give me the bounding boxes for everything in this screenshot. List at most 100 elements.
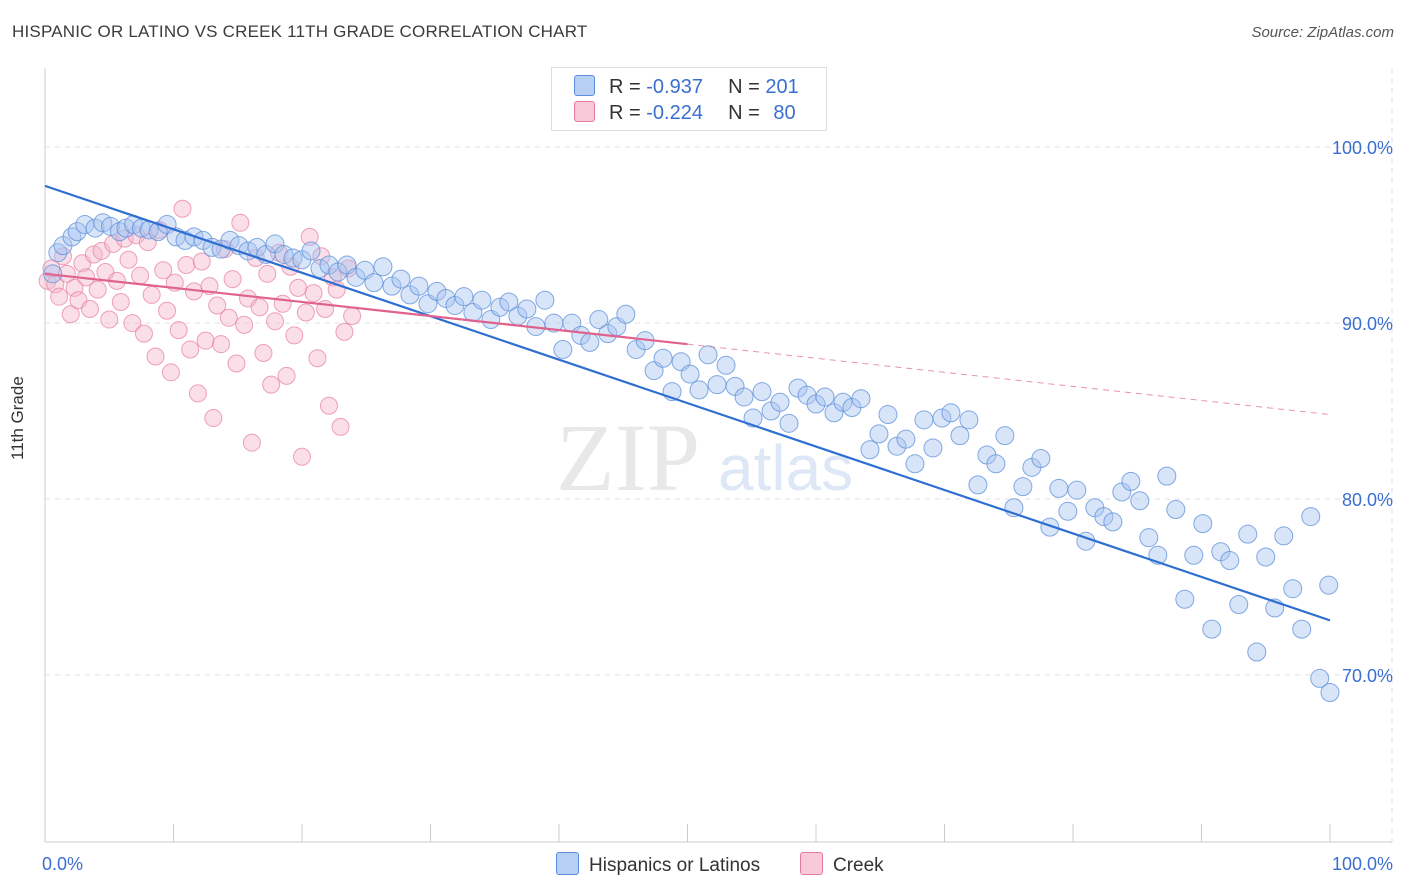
r-value: -0.224 bbox=[646, 102, 703, 124]
creek-point bbox=[92, 241, 111, 260]
hispanic-point bbox=[680, 364, 700, 384]
hispanic-point bbox=[517, 299, 537, 319]
source-label: Source: ZipAtlas.com bbox=[1251, 24, 1394, 41]
creek-point bbox=[273, 294, 292, 313]
hispanic-point bbox=[941, 403, 961, 423]
creek-point bbox=[258, 264, 277, 283]
hispanic-trend-line bbox=[44, 184, 1331, 622]
creek-point bbox=[235, 315, 254, 334]
creek-point bbox=[231, 213, 250, 232]
hispanic-point bbox=[1175, 589, 1195, 609]
creek-point bbox=[131, 266, 150, 285]
hispanic-point bbox=[580, 332, 600, 352]
hispanic-point bbox=[1320, 682, 1340, 702]
hispanic-point bbox=[653, 348, 673, 368]
hispanic-point bbox=[1202, 619, 1222, 639]
hispanic-point bbox=[833, 392, 853, 412]
hispanic-point bbox=[1130, 491, 1150, 511]
creek-point bbox=[50, 287, 69, 306]
hispanic-point bbox=[698, 345, 718, 365]
hispanic-point bbox=[743, 408, 763, 428]
hispanic-point bbox=[770, 392, 790, 412]
hispanic-point bbox=[62, 227, 82, 247]
creek-point bbox=[277, 366, 296, 385]
n-value: 201 bbox=[765, 76, 799, 98]
hispanic-point bbox=[1013, 477, 1033, 497]
creek-point bbox=[123, 314, 142, 333]
creek-point bbox=[242, 433, 261, 452]
stats-legend: R = -0.937 N = 201 R = -0.224 N = 80 bbox=[551, 67, 827, 131]
hispanic-point bbox=[589, 310, 609, 330]
hispanic-point bbox=[1283, 579, 1303, 599]
creek-point bbox=[308, 349, 327, 368]
creek-point bbox=[335, 322, 354, 341]
hispanic-point bbox=[1094, 507, 1114, 527]
watermark-atlas: atlas bbox=[718, 432, 853, 504]
hispanic-point bbox=[1184, 545, 1204, 565]
legend-item-creek: Creek bbox=[800, 852, 884, 877]
chart-title: HISPANIC OR LATINO VS CREEK 11TH GRADE C… bbox=[12, 22, 588, 41]
hispanic-point bbox=[553, 339, 573, 359]
creek-point bbox=[161, 363, 180, 382]
hispanic-point bbox=[1256, 547, 1276, 567]
hispanic-point bbox=[959, 410, 979, 430]
y-tick-label: 90.0% bbox=[1342, 314, 1393, 334]
creek-point bbox=[146, 347, 165, 366]
creek-point bbox=[343, 307, 362, 326]
hispanic-point bbox=[1139, 528, 1159, 548]
hispanic-point bbox=[878, 405, 898, 425]
creek-point bbox=[192, 252, 211, 271]
creek-point bbox=[88, 280, 107, 299]
hispanic-point bbox=[707, 375, 727, 395]
hispanic-point bbox=[499, 292, 519, 312]
hispanic-point bbox=[1040, 517, 1060, 537]
hispanic-point bbox=[1121, 471, 1141, 491]
creek-point bbox=[158, 301, 177, 320]
hispanic-point bbox=[373, 257, 393, 277]
y-tick-label: 80.0% bbox=[1342, 490, 1393, 510]
creek-point bbox=[134, 324, 153, 343]
hispanic-point bbox=[815, 387, 835, 407]
hispanic-point bbox=[1301, 507, 1321, 527]
creek-point bbox=[285, 326, 304, 345]
creek-point bbox=[100, 310, 119, 329]
hispanic-point bbox=[1292, 619, 1312, 639]
hispanic-point bbox=[1058, 501, 1078, 521]
creek-point bbox=[173, 199, 192, 218]
creek-point bbox=[61, 305, 80, 324]
creek-point bbox=[262, 375, 281, 394]
creek-point bbox=[80, 299, 99, 318]
legend-row-creek: R = -0.224 N = 80 bbox=[574, 101, 796, 125]
hispanic-point bbox=[1157, 466, 1177, 486]
hispanic-point bbox=[364, 273, 384, 293]
creek-point bbox=[300, 227, 319, 246]
x-tick-label: 100.0% bbox=[1332, 854, 1393, 874]
y-axis-label: 11th Grade bbox=[8, 376, 27, 460]
legend-label: Creek bbox=[833, 855, 884, 876]
creek-trend-extension bbox=[687, 343, 1331, 416]
hispanic-point bbox=[1247, 642, 1267, 662]
pink-swatch-icon bbox=[800, 852, 823, 875]
n-value: 80 bbox=[773, 102, 796, 124]
hispanic-point bbox=[454, 287, 474, 307]
creek-point bbox=[169, 321, 188, 340]
hispanic-point bbox=[950, 426, 970, 446]
hispanic-point bbox=[490, 297, 510, 317]
hispanic-point bbox=[67, 222, 87, 242]
creek-point bbox=[119, 250, 138, 269]
r-value: -0.937 bbox=[646, 76, 703, 98]
hispanic-point bbox=[1049, 478, 1069, 498]
hispanic-point bbox=[409, 276, 429, 296]
hispanic-point bbox=[1031, 449, 1051, 469]
hispanic-point bbox=[734, 387, 754, 407]
blue-swatch-icon bbox=[574, 75, 595, 96]
creek-point bbox=[57, 264, 76, 283]
legend-row-hispanic: R = -0.937 N = 201 bbox=[574, 75, 799, 99]
creek-point bbox=[111, 292, 130, 311]
legend-item-hispanic: Hispanics or Latinos bbox=[556, 852, 760, 877]
creek-trend-line bbox=[44, 272, 688, 346]
watermark-zip: ZIP bbox=[556, 404, 700, 511]
creek-point bbox=[212, 335, 231, 354]
hispanic-point bbox=[1310, 668, 1330, 688]
